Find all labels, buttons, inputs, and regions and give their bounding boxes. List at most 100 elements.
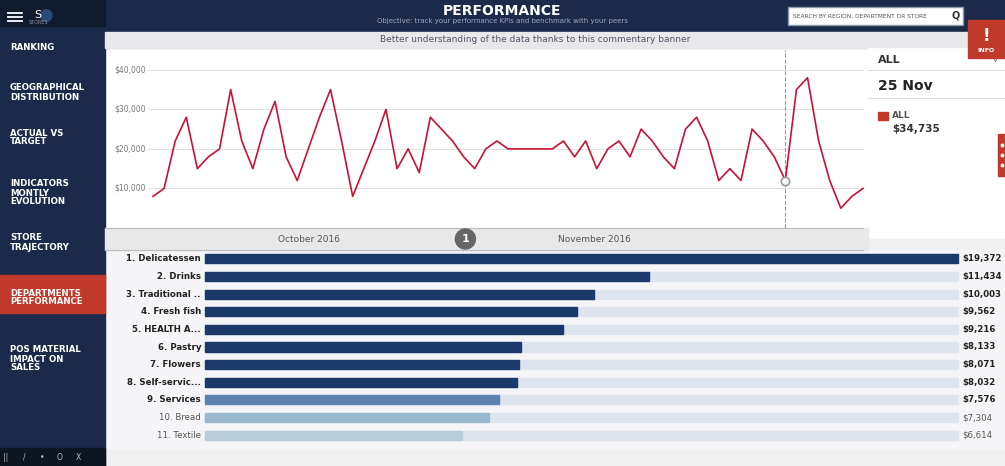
Text: !: ! — [982, 27, 990, 45]
Bar — [105, 250, 1005, 448]
Bar — [205, 272, 958, 281]
Text: v: v — [993, 55, 998, 64]
Text: ||: || — [3, 452, 9, 461]
Text: S: S — [34, 10, 41, 20]
Text: PERFORMANCE: PERFORMANCE — [443, 4, 561, 18]
Text: 4. Fresh fish: 4. Fresh fish — [141, 307, 201, 316]
Bar — [205, 289, 594, 299]
Bar — [105, 32, 970, 48]
Text: STORES: STORES — [28, 21, 48, 26]
Bar — [968, 20, 1005, 58]
Bar — [205, 360, 519, 369]
Bar — [205, 307, 958, 316]
Bar — [205, 395, 499, 404]
Text: $8,133: $8,133 — [962, 343, 995, 351]
Text: $19,372: $19,372 — [962, 254, 1002, 263]
Text: $30,000: $30,000 — [115, 105, 146, 114]
Text: $11,434: $11,434 — [962, 272, 1002, 281]
Bar — [998, 134, 1005, 176]
Text: 25 Nov: 25 Nov — [878, 79, 933, 93]
Text: $34,735: $34,735 — [892, 124, 940, 134]
Bar — [105, 228, 868, 250]
Bar — [205, 360, 958, 369]
Text: Better understanding of the data thanks to this commentary banner: Better understanding of the data thanks … — [380, 35, 690, 44]
Text: •: • — [40, 452, 44, 461]
Circle shape — [455, 229, 475, 249]
Text: $10,003: $10,003 — [962, 289, 1001, 299]
Text: INDICATORS: INDICATORS — [10, 179, 69, 189]
Text: $8,032: $8,032 — [962, 378, 995, 387]
Bar — [205, 431, 462, 440]
Bar — [205, 272, 649, 281]
Text: November 2016: November 2016 — [559, 234, 631, 244]
Text: 11. Textile: 11. Textile — [157, 431, 201, 440]
Text: $10,000: $10,000 — [115, 184, 146, 193]
Bar — [0, 275, 105, 313]
Bar — [205, 325, 563, 334]
Text: INFO: INFO — [978, 48, 995, 53]
Bar — [878, 112, 888, 120]
Text: $40,000: $40,000 — [115, 65, 146, 74]
Bar — [788, 7, 963, 25]
Text: 7. Flowers: 7. Flowers — [151, 360, 201, 369]
Text: Q: Q — [952, 11, 960, 21]
Text: TARGET: TARGET — [10, 137, 47, 146]
Bar — [205, 307, 577, 316]
Bar — [205, 377, 958, 387]
Text: TRAJECTORY: TRAJECTORY — [10, 242, 70, 252]
Text: $9,562: $9,562 — [962, 307, 995, 316]
Bar — [105, 0, 1005, 32]
Text: 2. Drinks: 2. Drinks — [157, 272, 201, 281]
Text: DISTRIBUTION: DISTRIBUTION — [10, 92, 79, 102]
Text: $7,576: $7,576 — [962, 396, 996, 404]
Text: 8. Self-servic...: 8. Self-servic... — [127, 378, 201, 387]
Text: PERFORMANCE: PERFORMANCE — [10, 297, 82, 307]
Text: POS MATERIAL: POS MATERIAL — [10, 345, 80, 355]
Bar — [968, 20, 1005, 58]
Bar — [205, 325, 958, 334]
Text: 1: 1 — [461, 234, 469, 244]
Text: MONTLY: MONTLY — [10, 189, 49, 198]
Text: RANKING: RANKING — [10, 43, 54, 53]
Text: 3. Traditional ..: 3. Traditional .. — [127, 289, 201, 299]
Text: 5. HEALTH A...: 5. HEALTH A... — [133, 325, 201, 334]
Bar — [0, 448, 105, 466]
Text: EVOLUTION: EVOLUTION — [10, 198, 65, 206]
Text: STORE: STORE — [10, 233, 42, 242]
Text: GEOGRAPHICAL: GEOGRAPHICAL — [10, 83, 85, 92]
Text: IMPACT ON: IMPACT ON — [10, 355, 63, 363]
Text: ALL: ALL — [878, 55, 900, 65]
Bar — [205, 395, 958, 404]
Text: $6,614: $6,614 — [962, 431, 992, 440]
Text: October 2016: October 2016 — [278, 234, 341, 244]
Text: $9,216: $9,216 — [962, 325, 995, 334]
Bar — [205, 254, 958, 263]
Text: $8,071: $8,071 — [962, 360, 995, 369]
Text: DEPARTMENTS: DEPARTMENTS — [10, 288, 80, 297]
Bar — [205, 431, 958, 440]
Text: SEARCH BY REGION, DEPARTMENT OR STORE: SEARCH BY REGION, DEPARTMENT OR STORE — [793, 14, 927, 19]
Text: $7,304: $7,304 — [962, 413, 992, 422]
Bar — [205, 413, 488, 422]
Bar — [205, 343, 522, 351]
Bar — [0, 0, 105, 466]
Text: ACTUAL VS: ACTUAL VS — [10, 129, 63, 137]
Text: O: O — [57, 452, 63, 461]
Text: 6. Pastry: 6. Pastry — [158, 343, 201, 351]
Text: 1. Delicatessen: 1. Delicatessen — [127, 254, 201, 263]
Text: 10. Bread: 10. Bread — [159, 413, 201, 422]
Text: ALL: ALL — [892, 111, 911, 121]
Bar — [868, 48, 1005, 238]
Text: 9. Services: 9. Services — [148, 396, 201, 404]
Text: $20,000: $20,000 — [115, 144, 146, 153]
Bar — [105, 50, 868, 228]
Bar — [0, 0, 105, 26]
Bar — [205, 289, 958, 299]
Bar — [205, 377, 518, 387]
Text: SALES: SALES — [10, 363, 40, 372]
Bar — [205, 254, 958, 263]
Bar — [205, 343, 958, 351]
Text: X: X — [75, 452, 80, 461]
Text: ●: ● — [38, 6, 52, 24]
Text: Objective: track your performance KPIs and benchmark with your peers: Objective: track your performance KPIs a… — [377, 18, 627, 24]
